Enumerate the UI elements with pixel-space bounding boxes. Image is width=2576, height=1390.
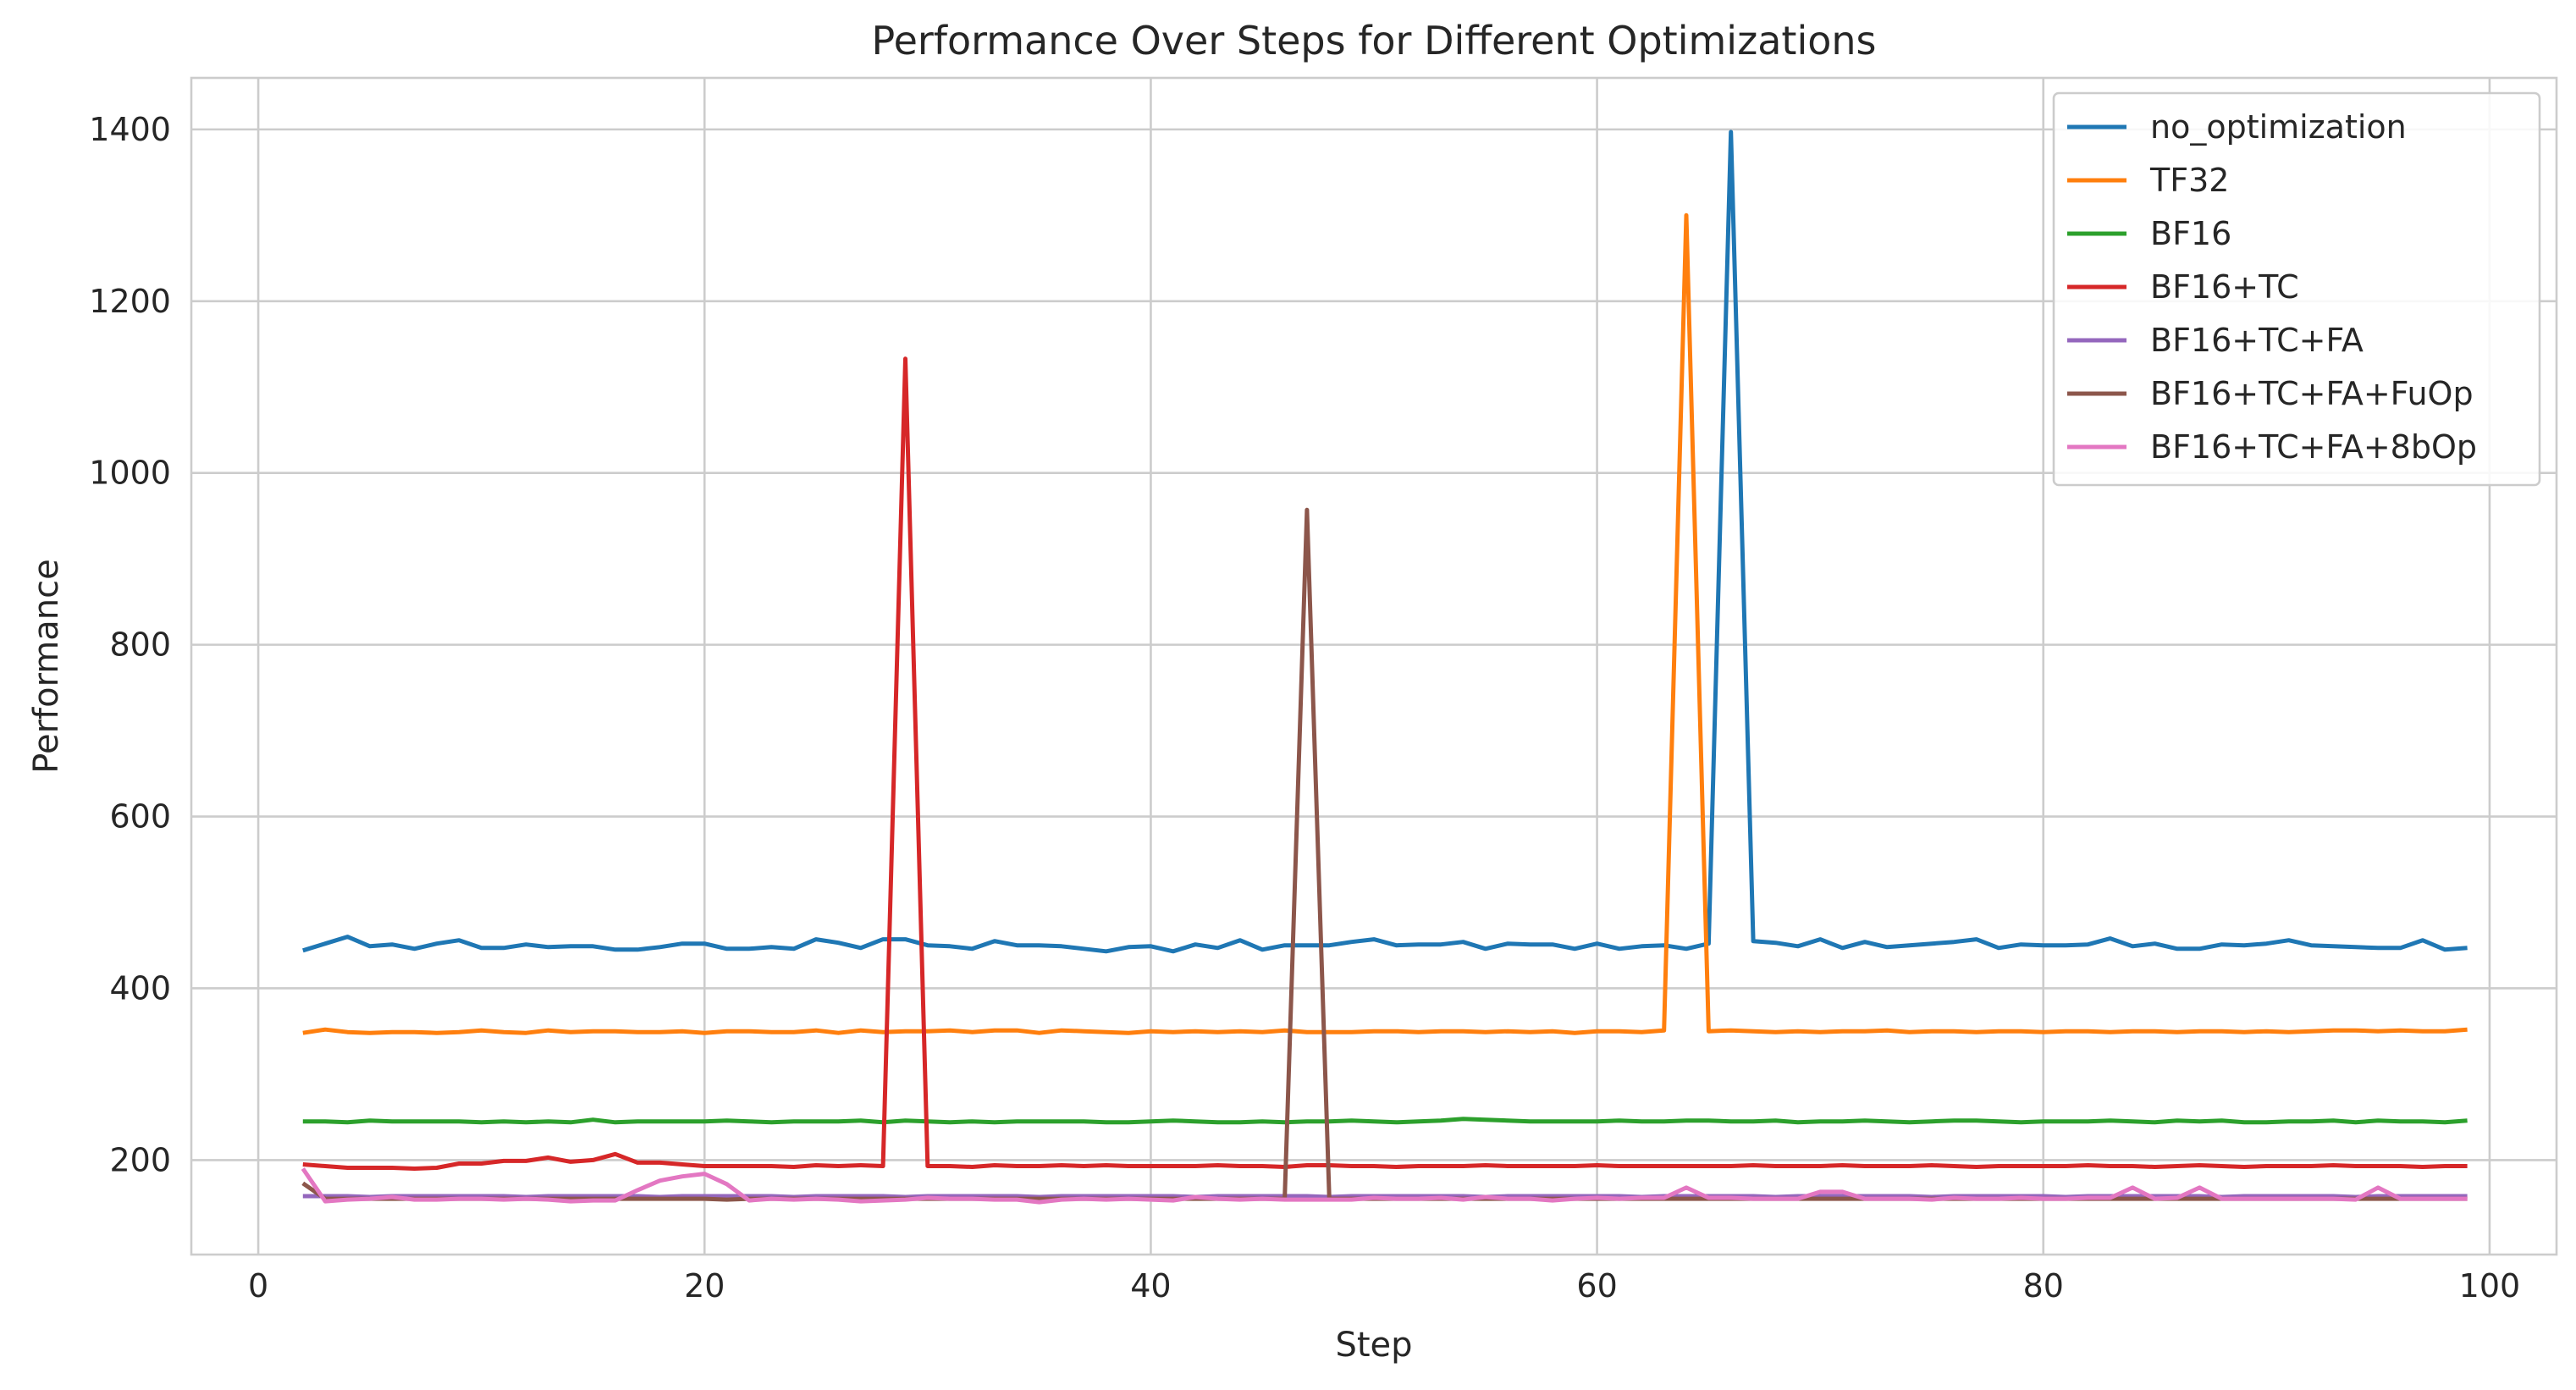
chart-title: Performance Over Steps for Different Opt…	[871, 18, 1876, 63]
series-line	[302, 1117, 2468, 1125]
series-line	[302, 130, 2468, 954]
y-tick-label: 1200	[89, 283, 171, 320]
y-axis-label: Performance	[27, 559, 66, 773]
legend-label: BF16+TC+FA	[2150, 322, 2364, 359]
x-tick-label: 40	[1130, 1267, 1171, 1305]
x-tick-label: 80	[2023, 1267, 2064, 1305]
series-lines	[301, 130, 2468, 1205]
y-tick-label: 600	[109, 798, 171, 836]
legend-label: TF32	[2149, 162, 2229, 199]
legend-label: BF16+TC+FA+8bOp	[2150, 428, 2477, 466]
legend-box	[2052, 91, 2541, 487]
x-tick-label: 60	[1576, 1267, 1617, 1305]
x-tick-labels: 0 20 40 60 80 100	[248, 1267, 2520, 1305]
x-tick-label: 100	[2459, 1267, 2521, 1305]
y-tick-label: 400	[109, 969, 171, 1007]
series-line	[302, 212, 2468, 1035]
legend-label: BF16+TC+FA+FuOp	[2150, 375, 2474, 412]
y-tick-label: 800	[109, 626, 171, 664]
legend-label: BF16+TC	[2150, 268, 2299, 306]
legend-items: no_optimization TF32 BF16 BF16+TC BF16+TC+FA…	[2067, 108, 2477, 466]
y-tick-label: 200	[109, 1141, 171, 1178]
legend-label: no_optimization	[2150, 108, 2407, 146]
series-line	[302, 356, 2468, 1171]
y-tick-label: 1000	[89, 455, 171, 492]
series-line	[301, 1167, 2468, 1205]
y-tick-labels: 200 400 600 800 1000 1200 1400	[89, 111, 171, 1179]
legend: no_optimization TF32 BF16 BF16+TC BF16+TC+FA…	[2052, 91, 2541, 487]
x-tick-label: 20	[684, 1267, 725, 1305]
x-tick-label: 0	[248, 1267, 268, 1305]
x-axis-label: Step	[1335, 1326, 1412, 1365]
legend-label: BF16	[2150, 215, 2231, 252]
y-tick-label: 1400	[89, 111, 171, 148]
